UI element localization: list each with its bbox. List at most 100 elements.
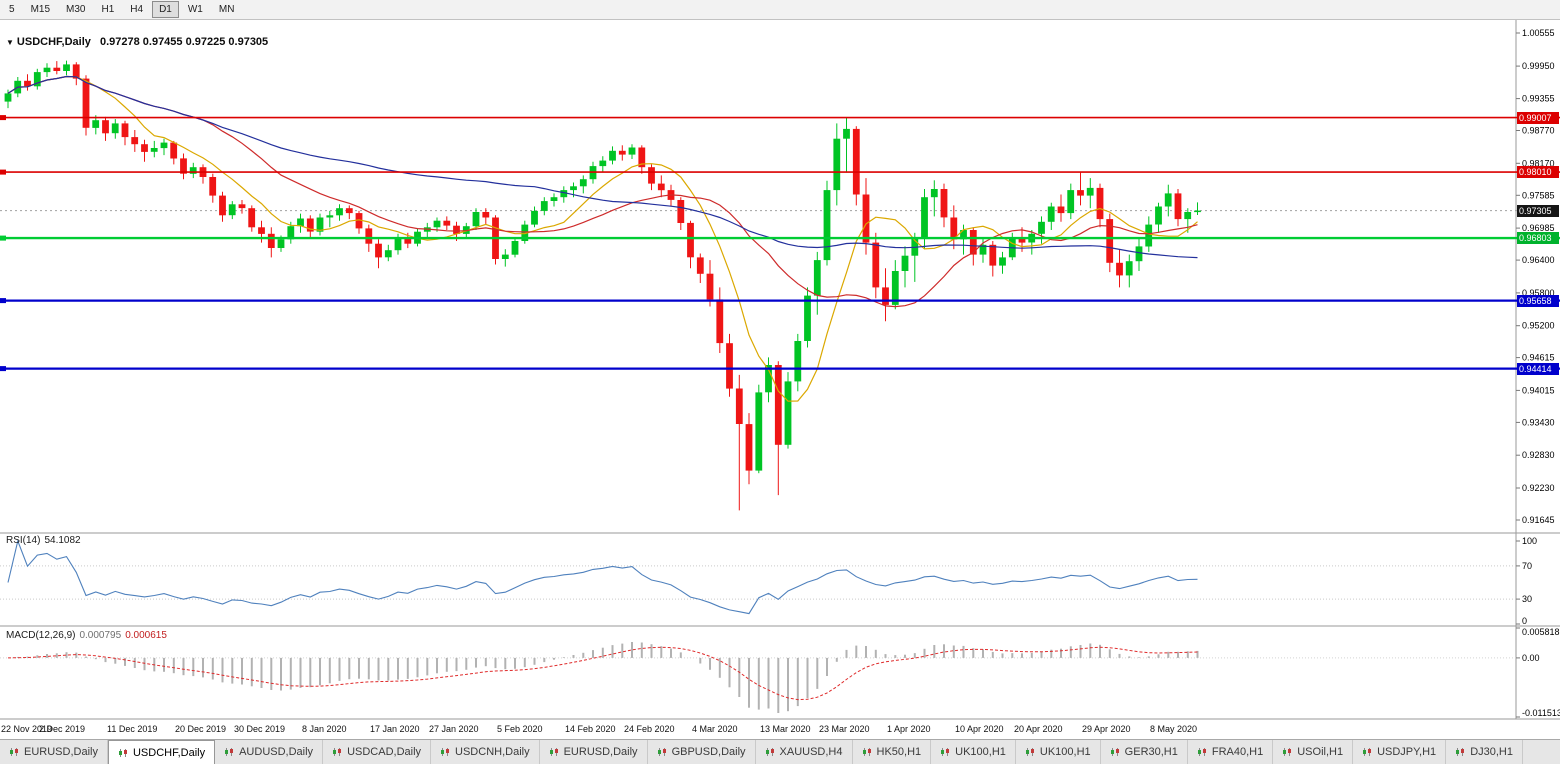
mini-chart-icon [657,747,667,757]
tab-label: FRA40,H1 [1211,746,1264,758]
mini-chart-icon [1282,747,1292,757]
chart-tab-fra40-h1[interactable]: FRA40,H1 [1188,740,1274,764]
panel-chrome [0,20,1560,720]
timeframe-button-5[interactable]: 5 [2,1,22,18]
macd-indicator-label: MACD(12,26,9) 0.000795 0.000615 [6,630,171,641]
tab-label: USDCHF,Daily [132,746,206,759]
tab-label: EURUSD,Daily [24,746,98,758]
chart-tab-hk50-h1[interactable]: HK50,H1 [853,740,932,764]
tab-label: USDCNH,Daily [455,746,530,758]
tab-label: XAUUSD,H4 [779,746,843,758]
rsi-panel: 100 70 30 0 [0,536,1537,626]
timeframe-button-w1[interactable]: W1 [181,1,210,18]
chart-tab-usoil-h1[interactable]: USOil,H1 [1273,740,1354,764]
timeframe-toolbar: 5 M15 M30 H1 H4 D1 W1 MN [0,0,1560,20]
mini-chart-icon [9,747,19,757]
ohlc-values: 0.97278 0.97455 0.97225 0.97305 [99,36,269,48]
tab-label: AUDUSD,Daily [239,746,314,758]
svg-text:-0.011513: -0.011513 [1522,708,1560,718]
chart-tab-xauusd-h4[interactable]: XAUUSD,H4 [756,740,853,764]
chart-tab-usdcad-daily[interactable]: USDCAD,Daily [323,740,432,764]
time-axis[interactable]: 22 Nov 2019 2 Dec 2019 11 Dec 2019 20 Dec 2… [0,720,1560,739]
timeframe-button-mn[interactable]: MN [212,1,242,18]
timeframe-button-d1[interactable]: D1 [152,1,179,18]
svg-text:70: 70 [1522,561,1532,571]
svg-text:0.99950: 0.99950 [1522,61,1555,71]
tab-label: USDJPY,H1 [1377,746,1437,758]
svg-text:0.94015: 0.94015 [1522,385,1555,395]
chart-tab-ger30-h1[interactable]: GER30,H1 [1101,740,1188,764]
timeframe-button-m30[interactable]: M30 [59,1,92,18]
rsi-line [7,539,1198,615]
tab-label: HK50,H1 [876,746,922,758]
date-label: 27 Jan 2020 [429,724,479,734]
mini-chart-icon [549,747,559,757]
chart-window[interactable]: 1.00555 0.99950 0.99355 0.98770 0.98170 0.975… [0,20,1560,739]
timeframe-button-h1[interactable]: H1 [94,1,121,18]
svg-text:0.00: 0.00 [1522,653,1540,663]
date-label: 14 Feb 2020 [565,724,616,734]
mini-chart-icon [440,747,450,757]
tab-label: UK100,H1 [1039,746,1091,758]
mini-chart-icon [862,747,872,757]
chart-title: ▼ USDCHF,Daily 0.97278 0.97455 0.97225 0.… [6,36,268,48]
rsi-indicator-label: RSI(14) 54.1082 [6,535,85,546]
tab-label: USOil,H1 [1297,746,1344,758]
mini-chart-icon [765,747,775,757]
chart-tab-usdchf-daily[interactable]: USDCHF,Daily [107,740,216,764]
symbol-timeframe-label: USDCHF,Daily [16,36,91,48]
mini-chart-icon [332,747,342,757]
chart-tab-gbpusd-daily[interactable]: GBPUSD,Daily [648,740,756,764]
date-label: 5 Feb 2020 [497,724,543,734]
rsi-value: 54.1082 [44,535,81,546]
svg-text:0.97585: 0.97585 [1522,190,1555,200]
macd-signal-value: 0.000615 [125,630,167,641]
date-label: 2 Dec 2019 [39,724,86,734]
svg-text:0.91645: 0.91645 [1522,515,1555,525]
timeframe-button-m15[interactable]: M15 [24,1,57,18]
chart-canvas[interactable]: 1.00555 0.99950 0.99355 0.98770 0.98170 0.975… [0,20,1560,720]
svg-text:0.93430: 0.93430 [1522,417,1555,427]
svg-text:0.98170: 0.98170 [1522,158,1555,168]
chart-tab-audusd-daily[interactable]: AUDUSD,Daily [215,740,324,764]
date-label: 24 Feb 2020 [624,724,675,734]
date-label: 30 Dec 2019 [234,724,286,734]
chart-tab-uk100-h1[interactable]: UK100,H1 [931,740,1016,764]
price-axis-ticks: 1.00555 0.99950 0.99355 0.98770 0.98170 0.975… [1516,28,1555,525]
tab-label: GER30,H1 [1124,746,1178,758]
mini-chart-icon [1110,747,1120,757]
svg-text:1.00555: 1.00555 [1522,28,1555,38]
candles [4,60,1201,511]
chart-tab-usdjpy-h1[interactable]: USDJPY,H1 [1353,740,1447,764]
tab-label: GBPUSD,Daily [671,746,746,758]
date-label: 4 Mar 2020 [692,724,738,734]
date-label: 13 Mar 2020 [760,724,811,734]
mini-chart-icon [1197,747,1207,757]
macd-main-value: 0.000795 [79,630,122,641]
macd-panel: 0.005818 0.00 -0.011513 [0,627,1560,718]
svg-text:0.96400: 0.96400 [1522,255,1555,265]
date-label: 29 Apr 2020 [1082,724,1131,734]
svg-text:0.99355: 0.99355 [1522,94,1555,104]
date-label: 23 Mar 2020 [819,724,870,734]
mini-chart-icon [940,747,950,757]
svg-text:0.92830: 0.92830 [1522,450,1555,460]
tab-label: UK100,H1 [955,746,1006,758]
mini-chart-icon [1455,747,1465,757]
chart-tab-usdcnh-daily[interactable]: USDCNH,Daily [431,740,540,764]
chart-tab-eurusd-daily[interactable]: EURUSD,Daily [0,740,108,764]
timeframe-button-h4[interactable]: H4 [123,1,150,18]
tab-label: USDCAD,Daily [347,746,422,758]
chart-tab-eurusd-daily[interactable]: EURUSD,Daily [540,740,648,764]
chart-tab-dj30-h1[interactable]: DJ30,H1 [1446,740,1523,764]
tab-label: EURUSD,Daily [563,746,638,758]
mini-chart-icon [1362,747,1372,757]
chart-tab-uk100-h1[interactable]: UK100,H1 [1016,740,1101,764]
date-label: 20 Apr 2020 [1014,724,1063,734]
moving-averages [7,75,1198,402]
date-label: 20 Dec 2019 [175,724,227,734]
date-label: 11 Dec 2019 [107,724,158,734]
svg-text:0: 0 [1522,616,1527,626]
date-label: 22 Nov 2019 [1,724,53,734]
chart-marker-icon[interactable]: ▼ [6,38,14,47]
